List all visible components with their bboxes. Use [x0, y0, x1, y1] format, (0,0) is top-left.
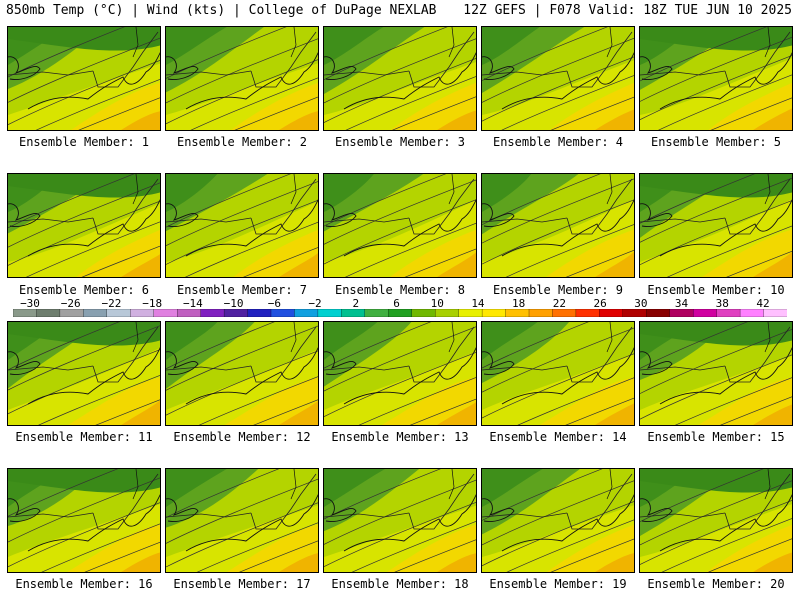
colorbar-tick-label: −2	[308, 297, 322, 310]
colorbar-tick-label: −26	[60, 297, 81, 310]
colorbar-tick-label: 14	[471, 297, 485, 310]
ensemble-map-panel	[639, 26, 793, 131]
colorbar-tick-label: 34	[674, 297, 689, 310]
colorbar-tick-label: −10	[223, 297, 244, 310]
ensemble-map-panel	[7, 26, 161, 131]
ensemble-member-label: Ensemble Member: 8	[334, 283, 466, 297]
ensemble-map-panel	[639, 321, 793, 426]
ensemble-member-label: Ensemble Member: 20	[647, 577, 785, 591]
colorbar-swatch	[106, 309, 131, 317]
ensemble-member-label: Ensemble Member: 4	[492, 135, 624, 149]
colorbar-swatch	[739, 309, 765, 317]
ensemble-member-label: Ensemble Member: 13	[331, 430, 469, 444]
ensemble-map-panel	[7, 321, 161, 426]
colorbar-tick-label: −30	[20, 297, 40, 310]
colorbar-tick-label: 26	[593, 297, 607, 310]
colorbar-swatch	[693, 309, 718, 317]
ensemble-map-panel	[481, 26, 635, 131]
map-title: 850mb Temp (°C) | Wind (kts) | College o…	[6, 3, 437, 18]
ensemble-member-label: Ensemble Member: 19	[489, 577, 627, 591]
ensemble-map-panel	[481, 468, 635, 573]
ensemble-member-label: Ensemble Member: 18	[331, 577, 469, 591]
ensemble-map-panel	[481, 173, 635, 278]
ensemble-map-panel	[165, 468, 319, 573]
colorbar-tick-label: 18	[512, 297, 526, 310]
colorbar-swatch	[646, 309, 671, 317]
ensemble-member-label: Ensemble Member: 9	[492, 283, 624, 297]
colorbar-swatch	[223, 309, 249, 317]
ensemble-member-label: Ensemble Member: 12	[173, 430, 311, 444]
colorbar-tick-label: 22	[552, 297, 566, 310]
colorbar-swatch	[716, 309, 741, 317]
ensemble-member-label: Ensemble Member: 14	[489, 430, 627, 444]
ensemble-member-label: Ensemble Member: 11	[15, 430, 153, 444]
colorbar-swatch	[247, 309, 272, 317]
colorbar-tick-label: 6	[393, 297, 400, 310]
colorbar-swatch	[435, 309, 460, 317]
colorbar-swatch	[763, 309, 787, 317]
colorbar-swatch	[364, 309, 389, 317]
colorbar-tick-label: −6	[267, 297, 281, 310]
colorbar-swatch	[130, 309, 155, 317]
ensemble-map-panel	[165, 173, 319, 278]
colorbar-swatch	[458, 309, 483, 317]
ensemble-member-label: Ensemble Member: 2	[176, 135, 308, 149]
ensemble-member-label: Ensemble Member: 1	[18, 135, 150, 149]
ensemble-member-label: Ensemble Member: 16	[15, 577, 153, 591]
colorbar-swatch	[36, 309, 61, 317]
ensemble-map-panel	[165, 321, 319, 426]
ensemble-member-label: Ensemble Member: 10	[647, 283, 785, 297]
colorbar-swatch	[341, 309, 366, 317]
colorbar-swatch	[599, 309, 624, 317]
colorbar-swatch	[411, 309, 436, 317]
ensemble-map-panel	[481, 321, 635, 426]
ensemble-member-label: Ensemble Member: 17	[173, 577, 311, 591]
colorbar-tick-label: −22	[101, 297, 122, 310]
colorbar-tick-label: 2	[352, 297, 360, 310]
ensemble-map-panel	[323, 26, 477, 131]
ensemble-map-panel	[639, 468, 793, 573]
colorbar-swatch	[505, 309, 530, 317]
ensemble-map-panel	[323, 468, 477, 573]
colorbar-tick-label: −18	[142, 297, 163, 310]
ensemble-member-label: Ensemble Member: 5	[650, 135, 782, 149]
ensemble-member-label: Ensemble Member: 7	[176, 283, 308, 297]
colorbar-swatch	[388, 309, 413, 317]
colorbar-swatch	[575, 309, 601, 317]
ensemble-map-panel	[7, 468, 161, 573]
colorbar-swatch	[481, 309, 507, 317]
colorbar-tick-label: 30	[634, 297, 648, 310]
ensemble-map-panel	[323, 173, 477, 278]
colorbar-swatch	[270, 309, 296, 317]
colorbar-swatch	[669, 309, 694, 317]
ensemble-member-label: Ensemble Member: 6	[18, 283, 150, 297]
colorbar-swatch	[294, 309, 319, 317]
colorbar-swatch	[13, 309, 38, 317]
colorbar-swatch	[528, 309, 554, 317]
colorbar-swatch	[200, 309, 225, 317]
colorbar-swatch	[153, 309, 178, 317]
ensemble-map-panel	[639, 173, 793, 278]
ensemble-member-label: Ensemble Member: 15	[647, 430, 785, 444]
colorbar-swatch	[83, 309, 108, 317]
colorbar-tick-label: 10	[430, 297, 444, 310]
colorbar-swatch	[622, 309, 647, 317]
colorbar-tick-label: 38	[715, 297, 729, 310]
ensemble-member-label: Ensemble Member: 3	[334, 135, 466, 149]
valid-time: 12Z GEFS | F078 Valid: 18Z TUE JUN 10 20…	[463, 3, 792, 18]
colorbar-swatch	[59, 309, 85, 317]
colorbar-swatch	[317, 309, 343, 317]
colorbar-tick-label: 42	[756, 297, 770, 310]
ensemble-map-panel	[165, 26, 319, 131]
colorbar-swatch	[552, 309, 577, 317]
temperature-colorbar	[13, 309, 787, 317]
ensemble-map-panel	[7, 173, 161, 278]
colorbar-tick-label: −14	[182, 297, 203, 310]
ensemble-map-panel	[323, 321, 477, 426]
colorbar-swatch	[177, 309, 202, 317]
